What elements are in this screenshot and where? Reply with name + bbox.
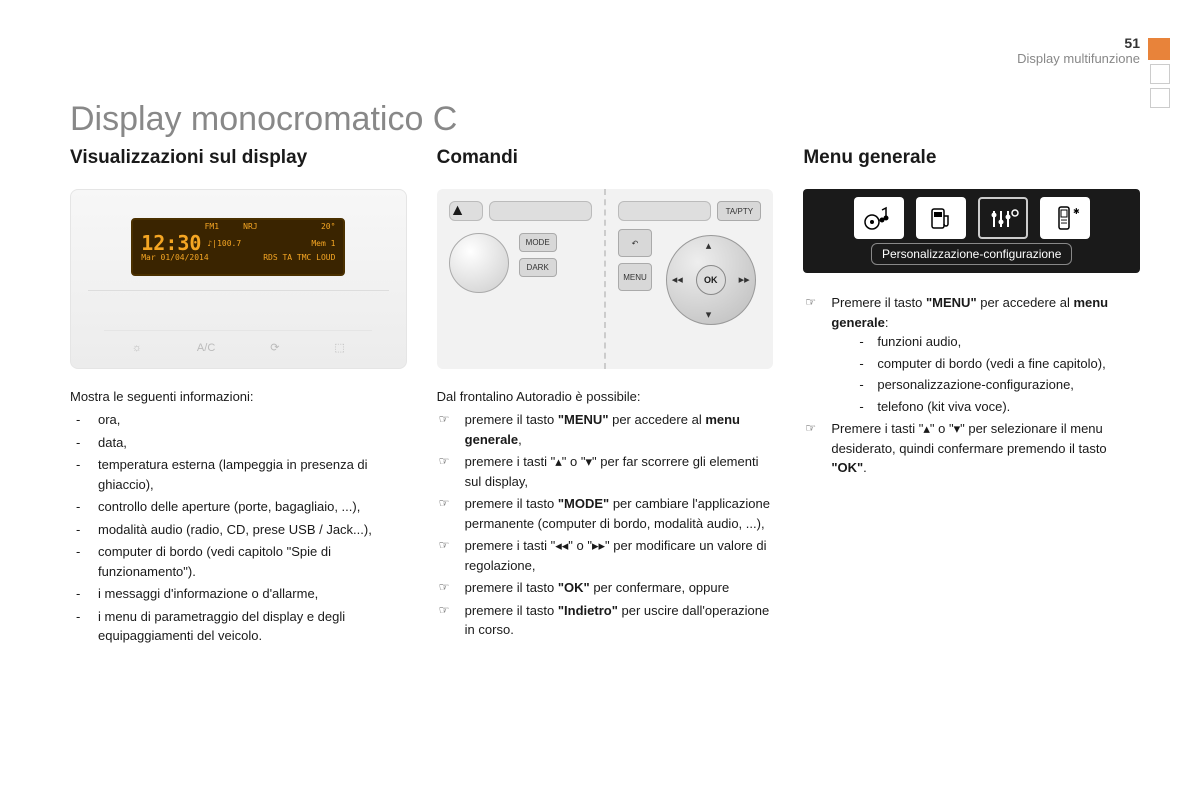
- list-item: ora,: [70, 410, 407, 430]
- tab-marker: [1150, 88, 1170, 108]
- sub-item: funzioni audio,: [859, 332, 1140, 352]
- list-item: temperatura esterna (lampeggia in presen…: [70, 455, 407, 494]
- col1-title: Visualizzazioni sul display: [70, 147, 407, 169]
- tapty-button: TA/PTY: [717, 201, 761, 221]
- column-controls: Comandi ▲ MODE DARK: [437, 147, 774, 649]
- list-item: controllo delle aperture (porte, bagagli…: [70, 497, 407, 517]
- column-menu: Menu generale ✱ Personalizzazione-config…: [803, 147, 1140, 649]
- list-item: premere il tasto "MENU" per accedere al …: [437, 410, 774, 449]
- page-header: 51 Display multifunzione: [1017, 35, 1140, 66]
- list-item: premere i tasti "◂◂" o "▸▸" per modifica…: [437, 536, 774, 575]
- page-number: 51: [1017, 35, 1140, 51]
- media-icon: [854, 197, 904, 239]
- list-item: premere il tasto "Indietro" per uscire d…: [437, 601, 774, 640]
- list-item: premere i tasti "" o "" per far scorrere…: [437, 452, 774, 491]
- col2-list: premere il tasto "MENU" per accedere al …: [437, 410, 774, 640]
- menu-button: MENU: [618, 263, 652, 291]
- list-item: data,: [70, 433, 407, 453]
- ok-button: OK: [696, 265, 726, 295]
- radio-controls-illustration: ▲ MODE DARK TA/PTY: [437, 189, 774, 369]
- content-columns: Visualizzazioni sul display FM1 NRJ 20° …: [70, 147, 1140, 649]
- mode-button: MODE: [519, 233, 557, 252]
- svg-text:✱: ✱: [1073, 207, 1080, 216]
- dashboard-display-illustration: FM1 NRJ 20° 12:30 ♪|100.7 Mem 1 Mar 01/0…: [70, 189, 407, 369]
- dark-button: DARK: [519, 258, 557, 277]
- col3-list: Premere il tasto "MENU" per accedere al …: [803, 293, 1140, 478]
- slot: [618, 201, 711, 221]
- ac-controls-row: ☼ A/C ⟳ ⬚: [104, 330, 372, 358]
- sub-item: computer di bordo (vedi a fine capitolo)…: [859, 354, 1140, 374]
- lcd-screen: FM1 NRJ 20° 12:30 ♪|100.7 Mem 1 Mar 01/0…: [131, 218, 345, 276]
- page-title: Display monocromatico C: [70, 100, 1140, 139]
- col1-list: ora, data, temperatura esterna (lampeggi…: [70, 410, 407, 646]
- list-item: i messaggi d'informazione o d'allarme,: [70, 584, 407, 604]
- fuel-icon: [916, 197, 966, 239]
- settings-icon: [978, 197, 1028, 239]
- eject-button: ▲: [449, 201, 483, 221]
- list-item: premere il tasto "OK" per confermare, op…: [437, 578, 774, 598]
- menu-bar-illustration: ✱ Personalizzazione-configurazione: [803, 189, 1140, 273]
- nav-pad: OK ▴ ▾ ◂◂ ▸▸: [666, 235, 756, 325]
- menu-label: Personalizzazione-configurazione: [871, 243, 1072, 265]
- col3-title: Menu generale: [803, 147, 1140, 169]
- volume-knob: [449, 233, 509, 293]
- col2-title: Comandi: [437, 147, 774, 169]
- back-button: ↶: [618, 229, 652, 257]
- list-item: Premere il tasto "MENU" per accedere al …: [803, 293, 1140, 416]
- list-item: computer di bordo (vedi capitolo "Spie d…: [70, 542, 407, 581]
- list-item: i menu di parametraggio del display e de…: [70, 607, 407, 646]
- slot: [489, 201, 592, 221]
- section-label: Display multifunzione: [1017, 51, 1140, 66]
- list-item: premere il tasto "MODE" per cambiare l'a…: [437, 494, 774, 533]
- col2-intro: Dal frontalino Autoradio è possibile:: [437, 389, 774, 404]
- phone-icon: ✱: [1040, 197, 1090, 239]
- sub-item: personalizzazione-configurazione,: [859, 375, 1140, 395]
- list-item: modalità audio (radio, CD, prese USB / J…: [70, 520, 407, 540]
- tab-marker-active: [1148, 38, 1170, 60]
- list-item: Premere i tasti "" o "" per selezionare …: [803, 419, 1140, 478]
- sub-item: telefono (kit viva voce).: [859, 397, 1140, 417]
- tab-marker: [1150, 64, 1170, 84]
- column-display-info: Visualizzazioni sul display FM1 NRJ 20° …: [70, 147, 407, 649]
- col1-intro: Mostra le seguenti informazioni:: [70, 389, 407, 404]
